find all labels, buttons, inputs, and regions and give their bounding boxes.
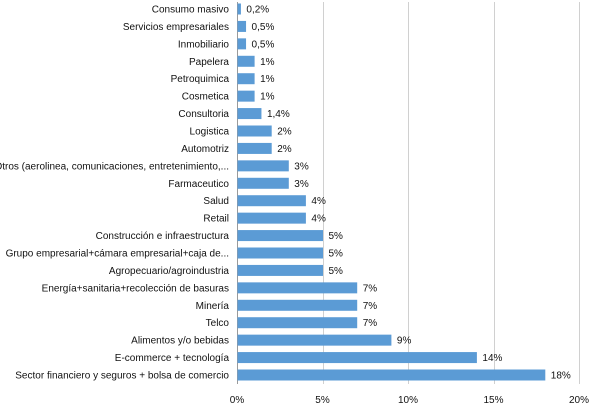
category-label: Minería: [196, 301, 230, 312]
category-label: Cosmetica: [182, 92, 230, 103]
data-label: 5%: [329, 231, 344, 242]
bar: [237, 264, 323, 276]
category-label: Alimentos y/o bebidas: [131, 336, 229, 347]
data-label: 7%: [363, 301, 378, 312]
category-label: Telco: [206, 318, 230, 329]
bar: [237, 20, 247, 32]
data-label: 1%: [260, 74, 275, 85]
value-labels: 0,2%0,5%0,5%1%1%1%1,4%2%2%3%3%4%4%5%5%5%…: [246, 5, 571, 382]
data-label: 3%: [294, 161, 309, 172]
bar: [237, 160, 289, 172]
x-tick-label: 5%: [315, 395, 330, 406]
bar: [237, 3, 241, 15]
data-label: 5%: [329, 249, 344, 260]
category-label: Inmobiliario: [178, 39, 230, 50]
category-label: E-commerce + tecnología: [115, 353, 230, 364]
category-label: Salud: [203, 196, 229, 207]
category-label: Retail: [203, 214, 229, 225]
bar: [237, 55, 255, 67]
bar: [237, 142, 272, 154]
bar: [237, 212, 306, 224]
category-label: Agropecuario/agroindustria: [109, 266, 230, 277]
bar: [237, 369, 546, 381]
bar: [237, 73, 255, 85]
data-label: 0,2%: [246, 5, 269, 16]
category-label: Grupo empresarial+cámara empresarial+caj…: [6, 249, 229, 260]
data-label: 18%: [551, 371, 571, 382]
bar: [237, 177, 289, 189]
data-label: 4%: [311, 214, 326, 225]
bar: [237, 230, 323, 242]
data-label: 1%: [260, 92, 275, 103]
data-label: 4%: [311, 196, 326, 207]
category-label: Consultoria: [178, 109, 229, 120]
category-label: Otros (aerolinea, comunicaciones, entret…: [0, 161, 229, 172]
category-label: Logistica: [190, 127, 230, 138]
data-label: 0,5%: [252, 22, 275, 33]
bar: [237, 334, 392, 346]
category-label: Petroquimica: [171, 74, 230, 85]
x-tick-label: 10%: [398, 395, 418, 406]
category-labels: Consumo masivo Servicios empresariales Inm…: [0, 5, 229, 382]
data-label: 5%: [329, 266, 344, 277]
data-label: 2%: [277, 127, 292, 138]
category-label: Construcción e infraestructura: [96, 231, 230, 242]
bar: [237, 247, 323, 259]
x-tick-labels: 0% 5% 10% 15% 20%: [230, 395, 589, 406]
bar: [237, 195, 306, 207]
x-tick-label: 15%: [483, 395, 503, 406]
bar: [237, 352, 477, 364]
category-label: Energía+sanitaria+recolección de basuras: [42, 283, 229, 294]
bar: [237, 108, 262, 120]
x-tick-label: 20%: [569, 395, 589, 406]
category-label: Consumo masivo: [152, 5, 230, 16]
bar: [237, 299, 358, 311]
data-label: 2%: [277, 144, 292, 155]
bar: [237, 38, 247, 50]
data-label: 7%: [363, 283, 378, 294]
category-label: Automotriz: [181, 144, 229, 155]
bar: [237, 282, 358, 294]
category-label: Servicios empresariales: [123, 22, 229, 33]
bar: [237, 125, 272, 137]
data-label: 14%: [482, 353, 502, 364]
x-tick-label: 0%: [230, 395, 245, 406]
category-label: Papelera: [189, 57, 229, 68]
category-label: Sector financiero y seguros + bolsa de c…: [15, 371, 229, 382]
data-label: 1,4%: [267, 109, 290, 120]
bar: [237, 317, 358, 329]
data-label: 0,5%: [252, 39, 275, 50]
bars: [237, 3, 546, 381]
data-label: 9%: [397, 336, 412, 347]
data-label: 3%: [294, 179, 309, 190]
category-label: Farmaceutico: [168, 179, 229, 190]
data-label: 7%: [363, 318, 378, 329]
bar: [237, 90, 255, 102]
data-label: 1%: [260, 57, 275, 68]
